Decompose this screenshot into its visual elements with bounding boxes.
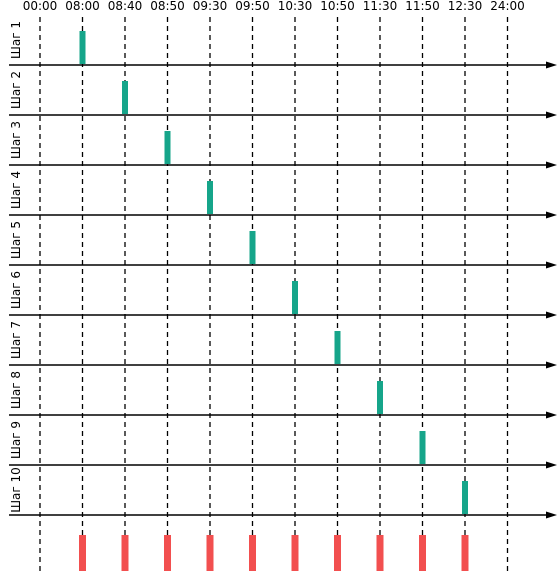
time-label: 08:00	[65, 0, 100, 13]
step-label: Шаг 1	[9, 21, 23, 59]
step-marker	[462, 481, 468, 514]
summary-marker	[461, 535, 469, 571]
step-label: Шаг 3	[9, 121, 23, 159]
labels: 00:00 08:00 08:40 08:50 09:30 09:50 10:30 10:50…	[9, 0, 525, 513]
time-label: 08:50	[150, 0, 185, 13]
summary-marker	[121, 535, 129, 571]
step-marker	[249, 231, 256, 264]
step-marker	[122, 81, 128, 114]
summary-marker	[376, 535, 384, 571]
time-label: 00:00	[23, 0, 58, 13]
step-label: Шаг 7	[9, 321, 23, 359]
axis-arrowhead	[546, 411, 557, 419]
axis-arrowhead	[546, 161, 557, 169]
time-label: 08:40	[108, 0, 143, 13]
step-marker	[377, 381, 383, 414]
axis-arrowhead	[546, 261, 557, 269]
summary-marker	[291, 535, 299, 571]
summary-marker	[249, 535, 256, 571]
summary-marker	[419, 535, 426, 571]
step-label: Шаг 2	[9, 71, 23, 109]
summary-marker	[79, 535, 86, 571]
step-marker	[334, 331, 341, 364]
step-marker	[292, 281, 298, 314]
summary-marker	[334, 535, 341, 571]
step-marker	[79, 31, 86, 64]
step-label: Шаг 9	[9, 421, 23, 459]
axis-arrowhead	[546, 361, 557, 369]
time-gridlines	[39, 17, 509, 573]
summary-row	[79, 535, 469, 571]
axis-arrowhead	[546, 61, 557, 69]
step-label: Шаг 6	[9, 271, 23, 309]
time-label: 09:50	[235, 0, 270, 13]
summary-marker	[164, 535, 171, 571]
step-axes	[9, 61, 557, 519]
time-label: 10:30	[278, 0, 313, 13]
step-label: Шаг 4	[9, 171, 23, 209]
step-label: Шаг 8	[9, 371, 23, 409]
time-label: 24:00	[490, 0, 525, 13]
axis-arrowhead	[546, 111, 557, 119]
axis-arrowhead	[546, 461, 557, 469]
axis-arrowhead	[546, 211, 557, 219]
time-label: 11:50	[405, 0, 440, 13]
axis-arrowhead	[546, 311, 557, 319]
step-marker	[419, 431, 426, 464]
axis-arrowhead	[546, 511, 557, 519]
time-label: 12:30	[448, 0, 483, 13]
step-marker	[207, 181, 213, 214]
step-label: Шаг 5	[9, 221, 23, 259]
step-label: Шаг 10	[9, 467, 23, 513]
step-marker	[164, 131, 171, 164]
time-label: 11:30	[363, 0, 398, 13]
step-markers	[79, 31, 468, 514]
time-label: 10:50	[320, 0, 355, 13]
time-label: 09:30	[193, 0, 228, 13]
summary-marker	[206, 535, 214, 571]
